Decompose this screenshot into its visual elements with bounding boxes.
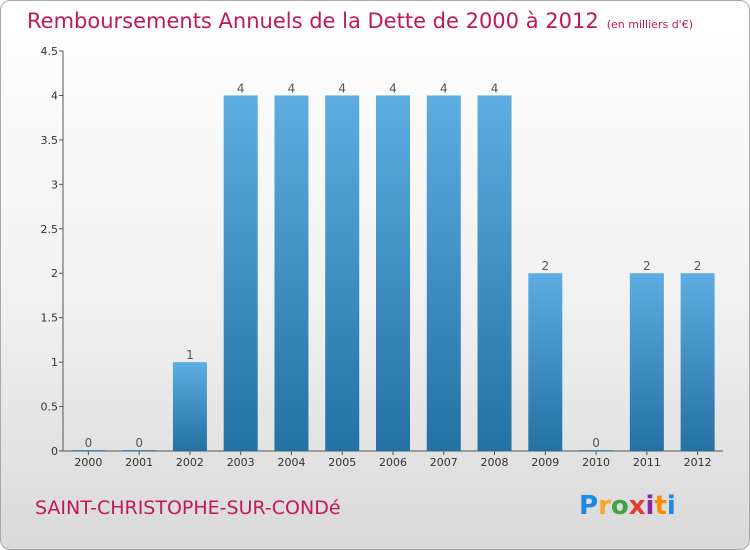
bar	[477, 95, 512, 451]
data-label: 4	[389, 81, 397, 95]
bar	[71, 450, 106, 451]
y-tick-label: 2.5	[41, 223, 59, 236]
x-tick-label: 2006	[379, 456, 407, 469]
data-label: 2	[694, 259, 702, 273]
x-tick-label: 2002	[176, 456, 204, 469]
y-tick-label: 4	[51, 89, 58, 102]
bar	[325, 95, 360, 451]
y-tick-label: 0.5	[41, 401, 59, 414]
data-label: 4	[491, 81, 499, 95]
data-label: 2	[643, 259, 651, 273]
bar	[426, 95, 461, 451]
bar	[528, 273, 563, 451]
x-tick-label: 2004	[277, 456, 305, 469]
proxiti-logo: Proxiti	[579, 491, 676, 521]
data-label: 0	[135, 436, 143, 450]
chart-title-text: Remboursements Annuels de la Dette de 20…	[27, 9, 599, 33]
chart-subtitle: (en milliers d'€)	[606, 18, 693, 31]
bar	[223, 95, 258, 451]
commune-name: SAINT-CHRISTOPHE-SUR-CONDé	[35, 497, 341, 519]
bar	[680, 273, 715, 451]
data-label: 2	[541, 259, 549, 273]
x-tick-label: 2011	[633, 456, 661, 469]
y-tick-label: 1	[51, 356, 58, 369]
bar	[122, 450, 157, 451]
bar	[172, 362, 207, 451]
y-tick-label: 0	[51, 445, 58, 458]
x-tick-label: 2012	[684, 456, 712, 469]
x-tick-label: 2000	[74, 456, 102, 469]
data-label: 4	[440, 81, 448, 95]
y-tick-label: 1.5	[41, 312, 59, 325]
x-tick-label: 2001	[125, 456, 153, 469]
x-tick-label: 2010	[582, 456, 610, 469]
chart-title: Remboursements Annuels de la Dette de 20…	[27, 9, 693, 33]
bar	[629, 273, 664, 451]
x-tick-label: 2005	[328, 456, 356, 469]
y-tick-label: 4.5	[41, 45, 59, 58]
bar	[274, 95, 309, 451]
y-tick-label: 3	[51, 178, 58, 191]
data-label: 1	[186, 348, 194, 362]
y-tick-label: 3.5	[41, 134, 59, 147]
x-tick-label: 2003	[227, 456, 255, 469]
x-tick-label: 2008	[481, 456, 509, 469]
data-label: 4	[338, 81, 346, 95]
y-tick-label: 2	[51, 267, 58, 280]
data-label: 4	[237, 81, 245, 95]
data-label: 0	[85, 436, 93, 450]
data-label: 0	[592, 436, 600, 450]
bar	[376, 95, 410, 451]
bar	[579, 450, 614, 451]
x-tick-label: 2009	[531, 456, 559, 469]
x-tick-label: 2007	[430, 456, 458, 469]
data-label: 4	[288, 81, 296, 95]
